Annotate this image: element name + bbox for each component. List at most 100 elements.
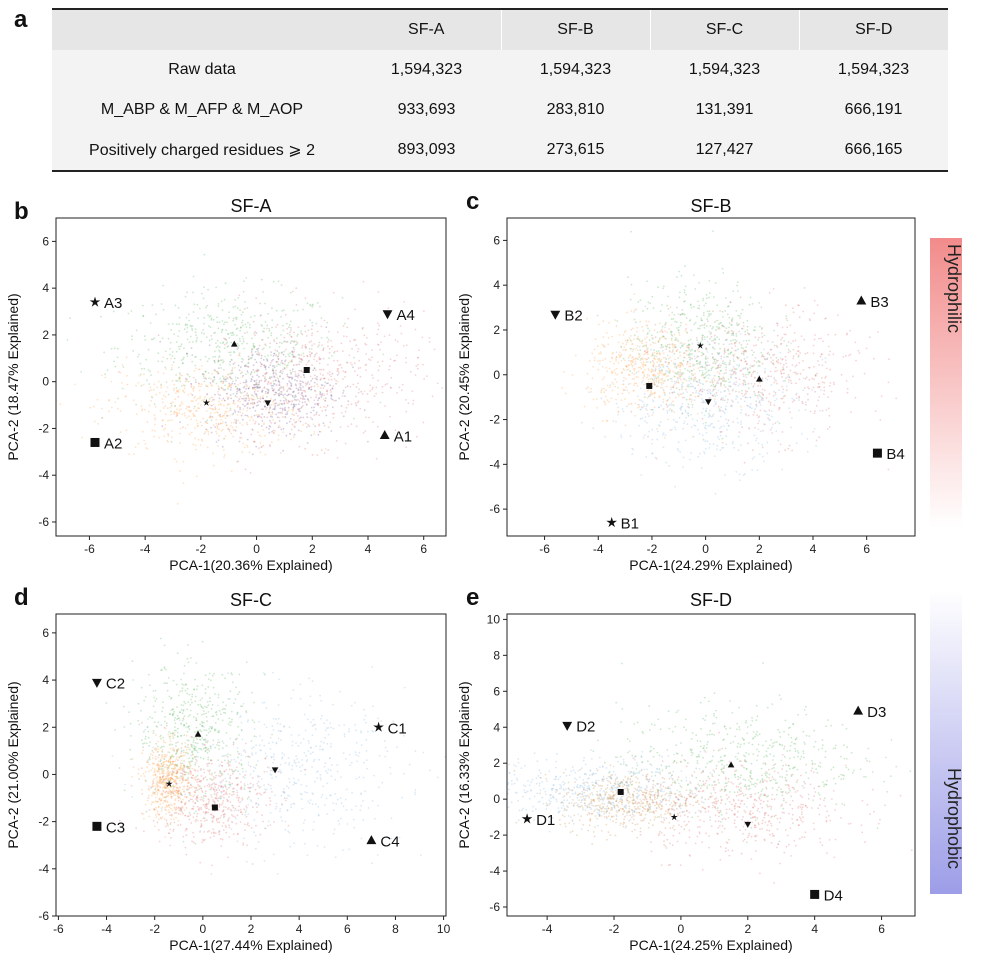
data-point	[792, 355, 795, 358]
data-point	[209, 697, 211, 699]
data-point	[277, 358, 280, 360]
data-point	[176, 749, 179, 752]
data-point	[181, 402, 184, 405]
data-point	[727, 348, 730, 351]
data-point	[180, 764, 182, 766]
data-point	[273, 340, 276, 343]
data-point	[306, 442, 309, 444]
data-point	[210, 335, 213, 337]
data-point	[179, 380, 182, 383]
data-point	[698, 380, 701, 382]
data-point	[179, 775, 182, 778]
data-point	[324, 399, 326, 402]
data-point	[207, 756, 210, 759]
data-point	[757, 416, 760, 419]
data-point	[264, 373, 267, 375]
data-point	[241, 424, 244, 426]
data-point	[740, 352, 743, 355]
data-point	[243, 446, 246, 449]
data-point	[640, 361, 643, 364]
data-point	[231, 378, 233, 380]
data-point	[742, 350, 745, 353]
data-point	[394, 359, 397, 362]
data-point	[179, 442, 182, 444]
data-point	[167, 441, 169, 443]
data-point	[196, 425, 199, 427]
data-point	[620, 345, 623, 348]
data-point	[205, 746, 208, 749]
data-point	[203, 432, 206, 435]
data-point	[246, 414, 249, 417]
data-point	[346, 361, 349, 364]
data-point	[766, 358, 768, 361]
data-point	[612, 351, 614, 354]
data-point	[753, 434, 756, 437]
marker-star	[696, 341, 704, 349]
data-point	[160, 781, 163, 784]
data-point	[134, 446, 137, 448]
data-point	[222, 428, 224, 431]
data-point	[196, 422, 199, 425]
data-point	[238, 337, 241, 340]
data-point	[846, 387, 849, 390]
data-point	[182, 717, 185, 720]
data-point	[730, 329, 733, 332]
data-point	[226, 404, 229, 406]
data-point	[753, 456, 756, 458]
data-point	[156, 745, 159, 748]
data-point	[371, 349, 373, 351]
data-point	[629, 435, 632, 437]
data-point	[293, 433, 296, 436]
data-point	[148, 383, 151, 385]
data-point	[218, 346, 221, 349]
data-point	[405, 361, 407, 364]
data-point	[776, 420, 779, 423]
data-point	[161, 765, 164, 768]
data-point	[322, 357, 325, 360]
data-point	[344, 375, 346, 378]
data-point	[333, 350, 336, 353]
data-point	[218, 748, 221, 751]
data-point	[286, 322, 288, 325]
data-point	[666, 406, 669, 408]
data-point	[212, 686, 215, 689]
data-point	[623, 369, 626, 371]
data-point	[828, 385, 831, 387]
data-point	[237, 364, 240, 367]
data-point	[228, 385, 231, 388]
data-point	[672, 344, 674, 347]
data-point	[263, 422, 265, 424]
data-point	[747, 382, 750, 385]
data-point	[749, 396, 752, 399]
data-point	[257, 431, 259, 434]
data-point	[187, 743, 189, 746]
data-point	[662, 433, 664, 436]
data-point	[210, 708, 213, 710]
data-point	[171, 792, 174, 795]
data-point	[171, 732, 174, 734]
data-point	[150, 395, 153, 398]
data-point	[240, 705, 242, 707]
data-point	[713, 334, 716, 337]
data-point	[736, 284, 738, 287]
data-point	[384, 383, 387, 386]
data-point	[716, 371, 719, 373]
data-point	[686, 423, 689, 426]
data-point	[735, 332, 738, 335]
data-point	[631, 378, 634, 380]
data-point	[752, 365, 754, 367]
data-point	[271, 387, 274, 390]
data-point	[291, 290, 294, 293]
data-point	[183, 724, 185, 727]
data-point	[675, 372, 677, 375]
data-point	[278, 384, 280, 386]
data-point	[317, 345, 319, 348]
data-point	[608, 321, 611, 324]
data-point	[247, 387, 250, 390]
data-point	[225, 704, 228, 707]
data-point	[205, 385, 208, 388]
data-point	[653, 355, 656, 357]
data-point	[721, 441, 724, 444]
data-point	[175, 460, 178, 463]
data-point	[639, 320, 642, 323]
